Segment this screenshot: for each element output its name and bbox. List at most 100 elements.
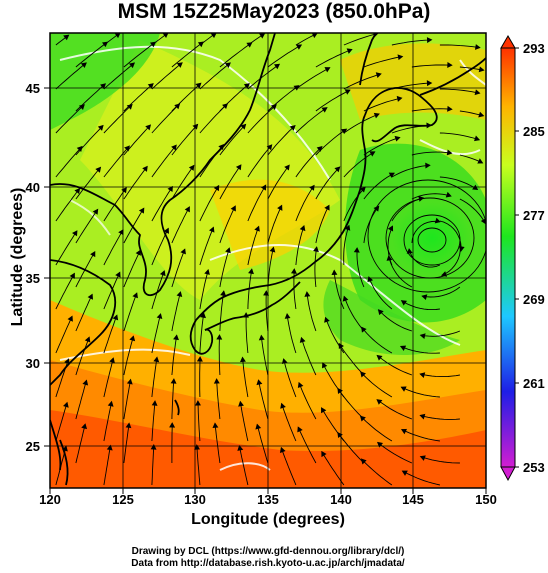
streamline (411, 108, 452, 112)
streamline-arrow (90, 250, 96, 258)
streamline-arrow (188, 164, 195, 171)
streamline-arrow (106, 444, 113, 451)
streamline-arrow (156, 313, 163, 320)
y-tick-label: 45 (26, 81, 40, 96)
streamline-arrow (396, 95, 403, 102)
streamline-arrow (239, 356, 246, 363)
x-tick-label: 135 (257, 492, 279, 507)
streamline-arrow (150, 444, 157, 450)
streamline-arrow (100, 83, 106, 90)
streamline (363, 206, 380, 244)
streamline-arrow (238, 400, 244, 407)
streamline-arrow (121, 187, 127, 194)
streamline-arrow (387, 225, 394, 232)
streamline (439, 132, 480, 141)
streamline-arrow (434, 217, 441, 224)
streamline (315, 49, 352, 68)
streamline (55, 230, 78, 266)
streamline-arrow (478, 66, 485, 73)
streamline-arrow (474, 135, 481, 142)
streamline (439, 88, 480, 94)
streamline (281, 403, 297, 442)
streamline-arrow (341, 128, 348, 135)
streamline-arrow (401, 470, 408, 476)
streamline (103, 401, 113, 442)
streamline-arrow (95, 166, 102, 173)
streamline-arrow (260, 184, 267, 191)
streamline-arrow (295, 44, 303, 50)
streamline (171, 335, 178, 376)
streamline-arrow (115, 271, 121, 278)
streamline-arrow (263, 290, 270, 296)
streamline-arrow (299, 225, 306, 232)
streamline (55, 146, 83, 178)
x-axis-label: Longitude (degrees) (191, 511, 345, 528)
streamline (343, 225, 350, 266)
streamline-arrow (279, 446, 286, 453)
streamline-arrow (126, 103, 133, 110)
streamline (55, 358, 70, 398)
streamline (216, 379, 221, 420)
streamline-arrow (224, 62, 231, 68)
streamline-arrow (375, 72, 382, 79)
streamline-arrow (142, 165, 148, 172)
streamline (337, 388, 365, 420)
streamline-arrow (400, 386, 407, 392)
streamline (151, 444, 155, 486)
streamline (295, 67, 330, 90)
streamline-arrow (426, 37, 433, 43)
streamline (356, 247, 365, 288)
streamline-arrow (174, 103, 181, 110)
colorbar-tick-label: 293 (523, 41, 545, 56)
streamline-arrow (297, 381, 304, 388)
streamline-arrow (273, 63, 281, 70)
streamline-arrow (235, 164, 242, 171)
credit-dcl: Drawing by DCL (https://www.gfd-dennou.o… (131, 546, 405, 557)
streamline-arrow (277, 204, 283, 211)
streamline (171, 249, 186, 288)
streamline-arrow (255, 423, 262, 430)
streamline (103, 315, 118, 354)
chart-title: MSM 15Z25May2023 (850.0hPa) (117, 0, 431, 23)
streamline-arrow (447, 62, 453, 68)
streamline-arrow (63, 401, 69, 408)
streamline-arrow (209, 226, 215, 233)
streamline (439, 176, 478, 190)
streamline (280, 447, 297, 486)
streamline (400, 345, 440, 354)
streamline-arrow (376, 441, 384, 448)
coastlines (50, 33, 486, 486)
streamline (295, 225, 305, 266)
streamline (75, 41, 108, 68)
streamline (151, 103, 180, 134)
streamline-arrow (112, 314, 119, 321)
streamline-arrow (163, 227, 169, 234)
streamline-arrow (243, 83, 250, 89)
streamline (298, 382, 317, 420)
streamline (171, 165, 195, 200)
colorbar-tick-label: 261 (523, 376, 545, 391)
streamline (245, 313, 249, 354)
streamline (258, 380, 269, 420)
colorbar-tick-label: 277 (523, 208, 545, 223)
x-tick-label: 130 (184, 492, 206, 507)
streamline (151, 401, 156, 442)
streamline (218, 334, 221, 376)
streamline (376, 355, 413, 376)
streamline (361, 327, 393, 354)
streamline (103, 145, 130, 178)
colorbar-upper-arrow (500, 35, 516, 49)
streamline-arrow (204, 268, 210, 275)
streamline-arrow (291, 268, 297, 274)
streamline (306, 292, 317, 332)
streamline-arrow (107, 400, 114, 407)
streamline (422, 286, 461, 298)
streamline-arrow (400, 428, 408, 435)
streamline-arrow (87, 293, 94, 300)
streamline-arrow (216, 334, 223, 340)
streamline (315, 166, 341, 200)
streamline (343, 73, 382, 90)
streamline-arrow (109, 357, 115, 364)
streamline (378, 309, 413, 332)
streamline-arrow (313, 246, 319, 253)
